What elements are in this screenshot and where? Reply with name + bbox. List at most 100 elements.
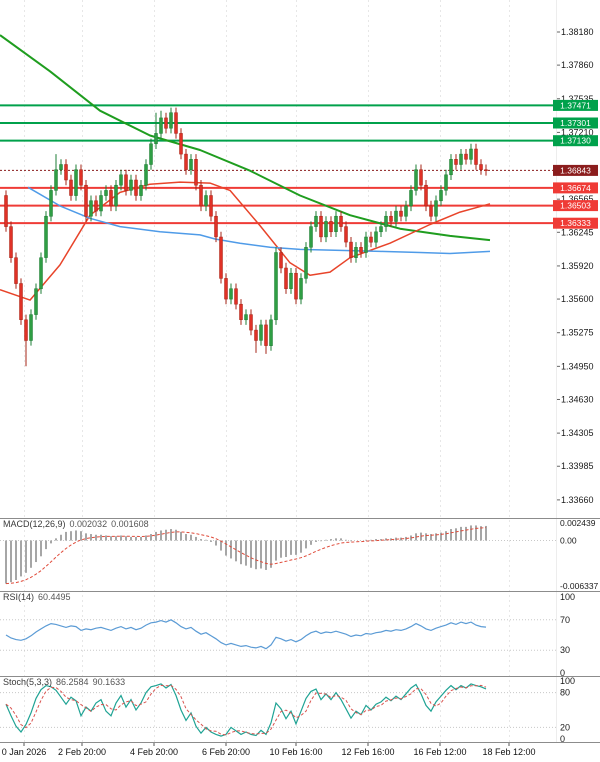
candle-body — [264, 324, 268, 346]
candle-body — [374, 231, 378, 243]
candle-body — [9, 226, 13, 258]
candle-body — [19, 283, 23, 320]
resistance-price-badge-label: 1.37301 — [560, 118, 591, 128]
candle-body — [254, 329, 258, 341]
candle-body — [354, 247, 358, 258]
resistance-price-badge — [553, 117, 598, 129]
candle-body — [449, 159, 453, 176]
candle-body — [274, 252, 278, 321]
candle-body — [284, 267, 288, 289]
candle-body — [384, 215, 388, 227]
candle-body — [304, 247, 308, 279]
time-axis-label: 18 Feb 12:00 — [482, 747, 535, 757]
stoch-axis-label: 100 — [560, 676, 575, 686]
rsi-axis-label: 70 — [560, 615, 570, 625]
candle-body — [34, 288, 38, 315]
resistance-price-badge-label: 1.37471 — [560, 100, 591, 110]
candle-body — [39, 257, 43, 290]
candle-body — [349, 241, 353, 258]
candle-body — [424, 184, 428, 207]
candle-body — [109, 190, 113, 207]
rsi-value: 60.4495 — [38, 592, 71, 602]
support-price-badge — [553, 182, 598, 194]
resistance-price-badge — [553, 99, 598, 111]
candle-body — [94, 200, 98, 212]
macd-indicator-label: MACD(12,26,9) 0.002032 0.001608 — [3, 519, 149, 529]
candle-body — [134, 179, 138, 196]
stoch-axis-label: 80 — [560, 688, 570, 698]
candle-body — [244, 314, 248, 321]
support-price-badge — [553, 200, 598, 212]
candle-body — [344, 226, 348, 243]
candle-body — [324, 221, 328, 238]
candle-body — [319, 215, 323, 238]
rsi-axis-label: 100 — [560, 592, 575, 602]
price-axis-label: 1.35275 — [561, 328, 594, 338]
candle-body — [309, 226, 313, 248]
stoch-axis-label: 0 — [560, 734, 565, 744]
candle-body — [234, 288, 238, 305]
candle-body — [389, 215, 393, 222]
candle-body — [239, 303, 243, 320]
candle-body — [49, 190, 53, 217]
candle-body — [224, 278, 228, 300]
candle-body — [464, 153, 468, 160]
candle-body — [119, 174, 123, 186]
candle-body — [124, 174, 128, 191]
support-price-badge-label: 1.36674 — [560, 183, 591, 193]
candle-body — [249, 314, 253, 331]
time-axis-label: 16 Feb 12:00 — [413, 747, 466, 757]
candle-body — [444, 174, 448, 191]
candle-body — [104, 190, 108, 196]
candle-body — [44, 215, 48, 258]
candle-body — [469, 148, 473, 160]
candle-body — [24, 319, 28, 341]
candle-body — [64, 164, 68, 181]
candle-body — [434, 200, 438, 217]
price-axis-label: 1.36565 — [561, 194, 594, 204]
candle-body — [129, 179, 133, 191]
rsi-line — [5, 619, 487, 650]
candle-body — [189, 159, 193, 170]
stoch-value-k: 86.2584 — [56, 677, 89, 687]
stoch-indicator-label: Stoch(5,3,3) 86.2584 90.1633 — [3, 677, 125, 687]
candle-body — [404, 205, 408, 217]
price-axis-label: 1.34950 — [561, 361, 594, 371]
candle-body — [329, 221, 333, 233]
candle-body — [164, 117, 168, 129]
stoch-value-d: 90.1633 — [92, 677, 126, 687]
candle-body — [154, 133, 158, 145]
stoch-d-line — [5, 684, 487, 736]
candle-body — [474, 148, 478, 165]
price-axis-label: 1.37535 — [561, 94, 594, 104]
candle-body — [269, 319, 273, 346]
candle-body — [364, 236, 368, 253]
time-axis-label: 10 Feb 16:00 — [269, 747, 322, 757]
macd-axis-label: -0.006337 — [560, 581, 599, 591]
resistance-price-badge-label: 1.37130 — [560, 136, 591, 146]
time-axis-label: 6 Feb 20:00 — [202, 747, 250, 757]
candle-body — [54, 169, 58, 191]
current-price-badge-label: 1.36843 — [560, 165, 591, 175]
macd-axis-label: 0.002439 — [560, 518, 596, 528]
candle-body — [89, 200, 93, 217]
candle-body — [169, 112, 173, 129]
candle-body — [179, 133, 183, 155]
candle-body — [29, 314, 33, 341]
ma-slow-green — [0, 34, 491, 242]
support-price-badge-label: 1.36333 — [560, 218, 591, 228]
candle-body — [394, 210, 398, 222]
price-axis-label: 1.35920 — [561, 261, 594, 271]
candle-body — [409, 190, 413, 207]
macd-name: MACD(12,26,9) — [3, 519, 66, 529]
candle-body — [379, 226, 383, 233]
candle-body — [484, 169, 488, 171]
candle-body — [459, 153, 463, 165]
candle-body — [59, 164, 63, 170]
candle-body — [159, 117, 163, 134]
candle-body — [209, 195, 213, 217]
candle-body — [454, 159, 458, 165]
candle-body — [139, 184, 143, 196]
candle-body — [204, 195, 208, 207]
